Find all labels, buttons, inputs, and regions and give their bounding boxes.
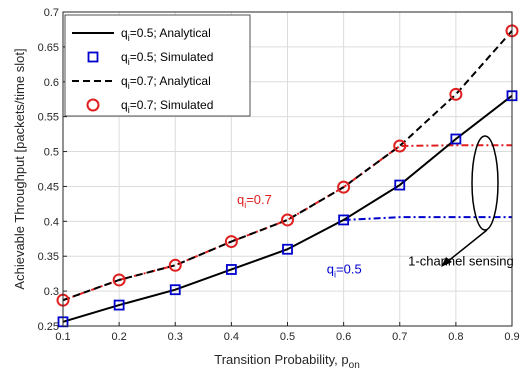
square-marker (394, 179, 406, 191)
legend: qi=0.5; Analytical qi=0.5; Simulated qi=0.… (64, 14, 251, 117)
axis-ticks: 0.1 0.2 0.3 0.4 0.5 0.6 0.7 0.8 0.9 0.25 0.3 0.35 0.… (38, 7, 520, 343)
y-tick-label: 0.4 (44, 216, 59, 228)
legend-label: qi=0.5; Simulated (121, 50, 213, 67)
annotation-q05: qi=0.5 (327, 262, 362, 280)
y-tick-label: 0.7 (44, 7, 59, 19)
y-tick-label: 0.45 (38, 181, 59, 193)
legend-entry-0: qi=0.5; Analytical (72, 26, 211, 43)
x-tick-label: 0.4 (224, 331, 239, 343)
sensing-arrow-head (441, 257, 452, 267)
square-marker (113, 299, 125, 311)
x-tick-label: 0.6 (336, 331, 351, 343)
sensing-ellipse (471, 135, 499, 231)
x-axis-label-sub: on (349, 360, 360, 371)
y-tick-label: 0.35 (38, 251, 59, 263)
y-tick-label: 0.5 (44, 147, 59, 159)
x-tick-label: 0.2 (111, 331, 126, 343)
series-line-0 (62, 94, 513, 323)
legend-swatch (86, 98, 100, 112)
circle-marker (337, 180, 351, 194)
one-channel-line-1 (343, 216, 512, 221)
circle-marker (168, 258, 182, 272)
square-marker (225, 264, 237, 275)
legend-entry-1: qi=0.5; Simulated (87, 50, 213, 67)
series-lines (62, 30, 513, 323)
x-tick-label: 0.8 (448, 331, 463, 343)
x-tick-label: 0.3 (168, 331, 183, 343)
y-tick-label: 0.3 (44, 286, 59, 298)
y-axis-label: Achievable Throughput [packets/time slot… (12, 48, 27, 289)
legend-label: qi=0.5; Analytical (121, 26, 211, 43)
y-tick-label: 0.65 (38, 42, 59, 54)
y-tick-label: 0.25 (38, 321, 59, 333)
square-marker (338, 214, 350, 226)
legend-swatch (87, 51, 99, 63)
x-tick-label: 0.1 (55, 331, 70, 343)
circle-marker (449, 87, 463, 101)
y-tick-label: 0.55 (38, 112, 59, 124)
square-marker (282, 243, 293, 255)
legend-label: qi=0.7; Simulated (121, 98, 213, 115)
annotation-sensing: 1-channel sensing (408, 253, 514, 268)
circle-marker (281, 213, 294, 227)
annotation-q07: qi=0.7 (237, 192, 272, 210)
circle-marker (393, 139, 407, 153)
circle-marker (112, 273, 126, 287)
x-axis-label: Transition Probability, pon (214, 352, 360, 371)
x-tick-label: 0.7 (392, 331, 407, 343)
square-marker (450, 133, 462, 145)
x-tick-label: 0.5 (280, 331, 295, 343)
square-marker (169, 284, 181, 296)
y-tick-label: 0.6 (44, 77, 59, 89)
x-tick-label: 0.9 (504, 331, 519, 343)
circle-marker (224, 235, 238, 249)
legend-label: qi=0.7; Analytical (121, 74, 211, 91)
sensing-arrow-line (446, 229, 488, 263)
series-line-2 (62, 30, 513, 302)
legend-entry-2: qi=0.7; Analytical (72, 74, 211, 91)
legend-entry-3: qi=0.7; Simulated (86, 98, 213, 115)
